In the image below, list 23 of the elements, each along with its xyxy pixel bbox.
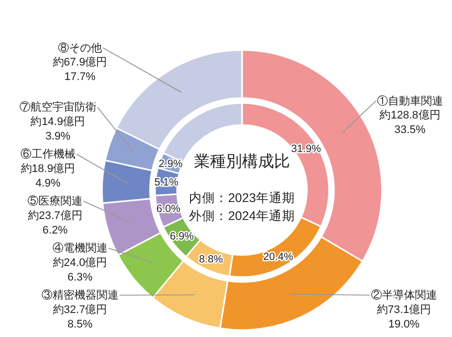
slice-label: ②半導体関連 (371, 288, 437, 302)
slice-label: ④電機関連 (52, 242, 108, 255)
data-label: 8.8% (198, 253, 223, 266)
slice-label: ⑤医療関連 (28, 194, 83, 208)
text: 内側：2023年通期 (189, 191, 295, 205)
data-label: 約24.0億円 6.3% (52, 256, 108, 284)
data-label: 約18.9億円 4.9% (20, 162, 76, 190)
data-label: 約14.9億円 3.9% (30, 115, 86, 142)
data-label: 約32.7億円 8.5% (52, 303, 108, 330)
text: 外側：2024年通期 (189, 209, 295, 223)
data-label: 約73.1億円 19.0% (376, 303, 432, 330)
data-label: 約23.7億円 6.2% (28, 209, 82, 236)
slice-label: ⑥工作機械 (20, 148, 76, 161)
slice-label: ⑧その他 (58, 41, 102, 54)
data-label: 約128.8億円 33.5% (380, 108, 440, 136)
data-label: 6.9% (170, 230, 194, 242)
data-label: 20.4% (263, 250, 294, 263)
slice-label: ①自動車関連 (377, 94, 443, 108)
data-label: 約67.9億円 17.7% (52, 56, 108, 83)
slice-label: ⑦航空宇宙防衛 (19, 100, 96, 114)
slice-label: ③精密機器関連 (42, 288, 118, 302)
data-label: 31.9% (291, 143, 321, 156)
text: 業種別構成比 (194, 152, 290, 170)
